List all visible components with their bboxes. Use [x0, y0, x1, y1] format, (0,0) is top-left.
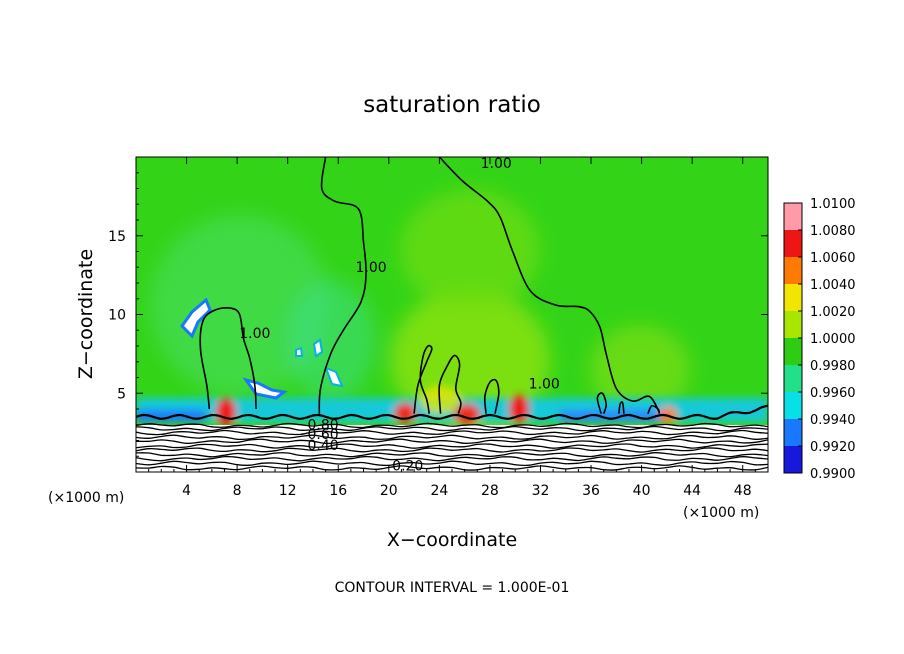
contour-interval-note: CONTOUR INTERVAL = 1.000E-01 [335, 580, 570, 596]
lower-contour-line [136, 422, 768, 429]
colorbar-swatch [784, 230, 802, 257]
x-tick-label: 48 [734, 483, 752, 499]
lower-contour-line [136, 443, 768, 449]
saturation-field [136, 157, 768, 472]
contour-label: 1.00 [529, 377, 560, 393]
lower-contour-line [136, 434, 768, 441]
y-tick-label: 10 [108, 308, 126, 324]
colorbar-swatch [784, 446, 802, 473]
lower-contour-line [136, 447, 768, 453]
colorbar-swatch [784, 419, 802, 446]
upper-yellowish-core [400, 190, 540, 310]
colorbar-label: 1.0100 [810, 197, 856, 212]
x-tick-label: 20 [380, 483, 398, 499]
dry-pocket-5 [295, 346, 304, 357]
contour-label: 1.00 [239, 326, 270, 342]
lower-contour-set [136, 404, 768, 471]
colorbar-label: 1.0020 [810, 305, 856, 320]
red-hotspot-3 [454, 404, 480, 424]
contour-line-1.00 [596, 392, 608, 414]
lower-contour-line [136, 452, 768, 458]
x-axis: 4 8 12 16 20 24 28 32 36 40 44 48 [148, 157, 756, 499]
x-unit-left: (×1000 m) [48, 490, 124, 506]
colorbar-label: 1.0060 [810, 251, 856, 266]
dry-pockets [180, 297, 344, 400]
y-tick-label: 5 [117, 386, 126, 402]
y-axis: 5 10 15 [108, 172, 768, 457]
contour-label: 0.60 [307, 427, 338, 443]
dry-pocket-4 [324, 366, 344, 388]
colorbar-label: 1.0080 [810, 224, 856, 239]
x-tick-label: 28 [481, 483, 499, 499]
x-tick-label: 32 [532, 483, 550, 499]
colorbar-swatch [784, 392, 802, 419]
lower-contour-line [136, 460, 768, 467]
chart-title: saturation ratio [363, 92, 541, 118]
contour-line-1.00 [413, 344, 433, 414]
contour-line-1.00 [647, 404, 661, 415]
contour-line-1.00 [318, 157, 367, 414]
colorbar-swatch [784, 338, 802, 365]
contour-line-1.00 [438, 157, 660, 413]
mid-cyan-wash [285, 280, 375, 400]
colorbar-label: 0.9900 [810, 467, 856, 482]
contour-line-1.00 [199, 307, 257, 410]
x-unit-right: (×1000 m) [683, 505, 759, 521]
y-tick-label: 15 [108, 229, 126, 245]
contour-label: 1.00 [356, 260, 387, 276]
contour-label: 0.20 [392, 458, 423, 474]
colorbar-swatch [784, 365, 802, 392]
colorbar-swatch [784, 311, 802, 338]
colorbar-label: 0.9980 [810, 359, 856, 374]
lower-contour-line [136, 465, 768, 471]
lower-contour-line [136, 455, 768, 462]
contour-label: 0.40 [307, 438, 338, 454]
contour-label: 0.80 [307, 417, 338, 433]
colorbar-swatch [784, 203, 802, 230]
colorbar-swatch [784, 257, 802, 284]
x-tick-label: 8 [233, 483, 242, 499]
red-hotspot-1 [216, 398, 236, 426]
colorbar-label: 1.0040 [810, 278, 856, 293]
x-tick-label: 4 [182, 483, 191, 499]
colorbar-label: 0.9940 [810, 413, 856, 428]
left-cyan-wash [150, 215, 330, 395]
dry-pocket-1 [180, 297, 212, 339]
y-axis-label: Z−coordinate [75, 249, 97, 379]
x-tick-label: 24 [430, 483, 448, 499]
lower-contour-line [136, 425, 768, 432]
lower-contour-line [136, 429, 768, 436]
contour-labels: 1.00 1.00 1.00 1.00 0.800.600.40 0.20 [239, 156, 560, 474]
x-tick-label: 36 [582, 483, 600, 499]
colorbar-label: 0.9960 [810, 386, 856, 401]
contour-label: 1.00 [481, 156, 512, 172]
lower-contour-line [136, 438, 768, 445]
cloud-base-contour [136, 404, 768, 420]
contour-line-1.00 [618, 401, 625, 414]
dry-pocket-3 [312, 338, 324, 358]
red-hotspot-2 [394, 403, 416, 423]
right-warm-wash [590, 325, 690, 415]
x-tick-label: 44 [683, 483, 701, 499]
contours-1.00 [199, 157, 661, 415]
colorbar-label: 1.0000 [810, 332, 856, 347]
contour-line-1.00 [483, 378, 500, 414]
colorbar-swatch [784, 284, 802, 311]
x-tick-label: 12 [279, 483, 297, 499]
x-tick-label: 40 [633, 483, 651, 499]
colorbar-label: 0.9920 [810, 440, 856, 455]
x-tick-label: 16 [329, 483, 347, 499]
contour-line-1.00 [438, 354, 462, 414]
colorbar: 1.0100 1.0080 1.0060 1.0040 1.0020 1.0000 0.99… [783, 197, 856, 482]
x-axis-label: X−coordinate [387, 529, 517, 551]
